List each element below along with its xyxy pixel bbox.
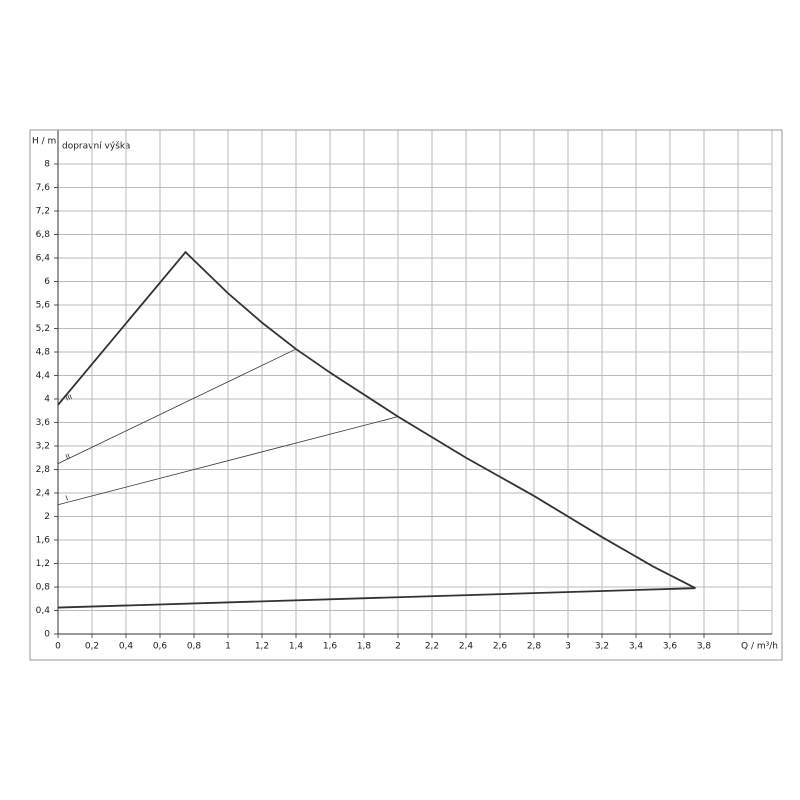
y-tick-label: 8 [44,160,50,170]
y-tick-label: 4 [44,395,50,405]
y-tick-label: 7,2 [36,207,50,217]
x-tick-label: 2 [395,642,401,652]
x-tick-label: 0,6 [153,642,168,652]
y-tick-label: 2 [44,512,50,522]
curve [57,587,696,609]
curve-label: III [65,393,74,403]
x-tick-label: 2,8 [527,642,542,652]
y-tick-label: 7,6 [36,183,51,193]
curve-label: II [65,452,72,461]
x-tick-label: 1,8 [357,642,372,652]
y-tick-label: 0,8 [36,583,51,593]
x-tick-label: 3,2 [595,642,609,652]
x-tick-label: 2,2 [425,642,439,652]
x-tick-label: 3 [565,642,571,652]
y-tick-label: 1,2 [36,559,50,569]
x-tick-label: 3,8 [697,642,712,652]
x-tick-label: 3,6 [663,642,678,652]
x-axis-label: Q / m³/h [741,642,778,652]
y-tick-label: 6 [44,277,50,287]
y-tick-label: 4,4 [36,371,51,381]
frame [29,129,783,661]
x-tick-label: 2,6 [493,642,508,652]
y-axis-label: H / m [32,137,56,147]
y-tick-label: 5,6 [36,301,51,311]
x-tick-label: 1,4 [289,642,304,652]
y-tick-label: 0,4 [36,606,51,616]
y-tick-label: 3,6 [36,418,51,428]
y-tick-label: 6,8 [36,230,51,240]
x-tick-label: 2,4 [459,642,474,652]
curve [57,416,399,506]
y-tick-label: 0 [44,630,50,640]
y-tick-label: 3,2 [36,442,50,452]
y-tick-label: 2,4 [36,489,51,499]
x-tick-label: 3,4 [629,642,644,652]
x-tick-label: 0,2 [85,642,99,652]
y-tick-label: 5,2 [36,324,50,334]
y-tick-label: 6,4 [36,254,51,264]
curve-label: I [65,494,70,502]
x-tick-label: 1,2 [255,642,269,652]
x-tick-label: 1,6 [323,642,338,652]
curve [57,250,696,589]
x-tick-label: 0 [55,642,61,652]
y-tick-label: 2,8 [36,465,51,475]
x-tick-label: 1 [225,642,231,652]
x-tick-label: 0,8 [187,642,202,652]
x-tick-label: 0,4 [119,642,134,652]
y-tick-label: 4,8 [36,348,51,358]
y-caption: dopravní výška [62,141,130,152]
y-tick-label: 1,6 [36,536,51,546]
curve [57,348,297,464]
